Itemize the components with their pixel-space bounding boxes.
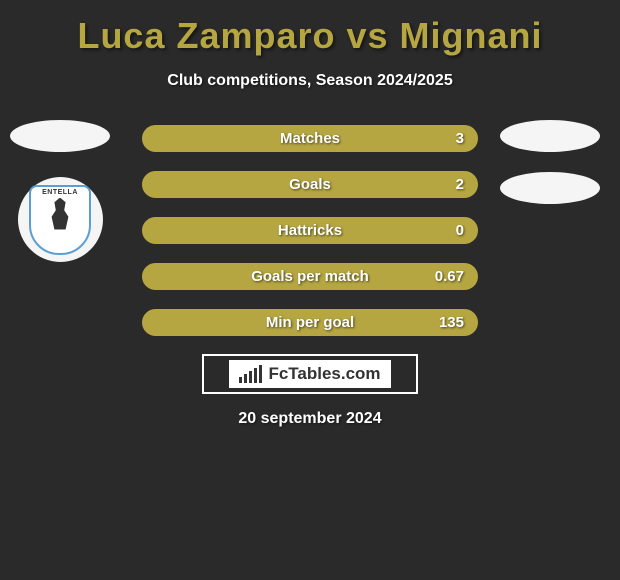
club-badge-icon	[46, 198, 74, 230]
stat-bar-goals: Goals 2	[142, 171, 478, 198]
stat-label: Min per goal	[266, 314, 354, 331]
left-player-badges: ENTELLA	[10, 120, 110, 262]
branding-text: FcTables.com	[268, 364, 380, 384]
branding-box: FcTables.com	[202, 354, 418, 394]
stat-label: Goals per match	[251, 268, 369, 285]
icon-bar	[239, 377, 242, 383]
stats-bars-container: Matches 3 Goals 2 Hattricks 0 Goals per …	[142, 125, 478, 355]
stat-bar-goals-per-match: Goals per match 0.67	[142, 263, 478, 290]
branding-wrapper: FcTables.com	[229, 360, 390, 388]
club-badge-left: ENTELLA	[18, 177, 103, 262]
club-badge-text: ENTELLA	[42, 189, 78, 196]
icon-bar	[259, 365, 262, 383]
stat-label: Hattricks	[278, 222, 342, 239]
right-player-badges	[500, 120, 600, 204]
stat-bar-hattricks: Hattricks 0	[142, 217, 478, 244]
chart-bars-icon	[239, 365, 262, 383]
stat-label: Matches	[280, 130, 340, 147]
stat-bar-min-per-goal: Min per goal 135	[142, 309, 478, 336]
stat-value: 2	[456, 176, 464, 193]
stat-value: 0	[456, 222, 464, 239]
icon-bar	[249, 371, 252, 383]
stat-value: 0.67	[435, 268, 464, 285]
stat-bar-matches: Matches 3	[142, 125, 478, 152]
page-title: Luca Zamparo vs Mignani	[0, 0, 620, 57]
stat-label: Goals	[289, 176, 331, 193]
subtitle: Club competitions, Season 2024/2025	[0, 72, 620, 90]
date-text: 20 september 2024	[0, 410, 620, 428]
club-badge-inner: ENTELLA	[29, 185, 91, 255]
club-badge-placeholder-right	[500, 172, 600, 204]
icon-bar	[254, 368, 257, 383]
icon-bar	[244, 374, 247, 383]
stat-value: 3	[456, 130, 464, 147]
player-photo-placeholder-left	[10, 120, 110, 152]
player-photo-placeholder-right	[500, 120, 600, 152]
stat-value: 135	[439, 314, 464, 331]
